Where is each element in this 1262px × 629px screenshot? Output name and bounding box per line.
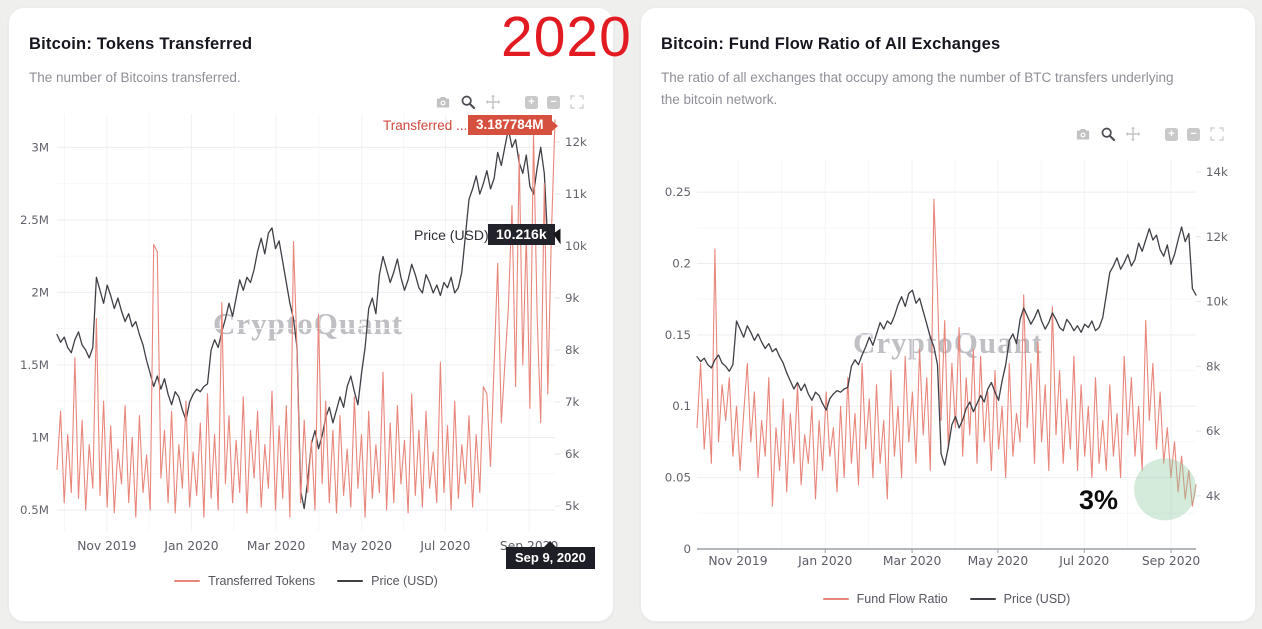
- y-axis-right-label: 11k: [565, 187, 587, 201]
- reset-axes-icon[interactable]: [1209, 126, 1225, 142]
- panel-subtitle: The ratio of all exchanges that occupy a…: [661, 70, 1174, 107]
- y-axis-right-label: 12k: [565, 135, 587, 149]
- legend-swatch: [174, 579, 201, 583]
- tokens-transferred-chart[interactable]: Nov 2019 Jan 2020 Mar 2020 May 2020 Jul 2020…: [9, 8, 613, 621]
- price-usd--line: [56, 128, 556, 510]
- fund-flow-ratio-line: [696, 198, 1197, 507]
- date-cursor-badge: Sep 9, 2020: [506, 541, 595, 569]
- x-axis-label: Jul 2020: [1058, 554, 1109, 568]
- y-axis-left-label: 0.2: [672, 256, 691, 270]
- transferred-tooltip-label: Transferred ...: [383, 118, 468, 133]
- zoom-out-button[interactable]: −: [547, 95, 560, 109]
- y-axis-right-label: 9k: [565, 291, 580, 305]
- tokens-transferred-panel: CryptoQuant Nov 2019 Jan 2020 Mar 2020 May …: [8, 7, 614, 622]
- y-axis-left-label: 1.5M: [20, 358, 49, 372]
- y-axis-right-label: 10k: [1206, 295, 1228, 309]
- x-axis-label: Jan 2020: [797, 554, 852, 568]
- pan-icon[interactable]: [485, 94, 501, 110]
- y-axis-left-label: 0.1: [672, 399, 691, 413]
- legend-item-fund-flow-ratio[interactable]: Fund Flow Ratio: [822, 592, 948, 606]
- legend-swatch: [822, 597, 849, 601]
- x-axis-label: May 2020: [331, 539, 392, 553]
- y-axis-right-label: 7k: [565, 395, 580, 409]
- panel-title: Bitcoin: Fund Flow Ratio of All Exchange…: [661, 35, 1001, 53]
- year-overlay: 2020: [501, 5, 632, 69]
- y-axis-right-label: 5k: [565, 499, 580, 513]
- x-axis-label: Nov 2019: [708, 554, 767, 568]
- price-tooltip-value: 10.216k: [488, 224, 568, 245]
- chart-toolbar: + −: [1075, 126, 1225, 142]
- y-axis-left-label: 0.15: [665, 328, 691, 342]
- y-axis-left-label: 2.5M: [20, 213, 49, 227]
- x-axis-label: Nov 2019: [77, 539, 136, 553]
- panel-title: Bitcoin: Tokens Transferred: [29, 35, 253, 53]
- price-tooltip-label: Price (USD): [414, 227, 489, 243]
- y-axis-right-label: 8k: [1206, 359, 1221, 373]
- legend-swatch: [337, 579, 364, 583]
- price-value-text: 10.216k: [496, 226, 547, 242]
- cryptoquant-watermark: CryptoQuant: [853, 325, 1044, 360]
- zoom-in-button[interactable]: +: [1165, 127, 1178, 141]
- fund-flow-ratio-chart[interactable]: Nov 2019 Jan 2020 Mar 2020 May 2020 Jul 2020…: [641, 8, 1255, 621]
- cryptoquant-watermark: CryptoQuant: [213, 306, 404, 341]
- y-axis-left-label: 3M: [31, 140, 49, 154]
- y-axis-left-label: 0.05: [665, 471, 691, 485]
- y-axis-right-label: 10k: [565, 239, 587, 253]
- legend-label: Price (USD): [1003, 592, 1071, 606]
- y-axis-left-label: 0: [683, 542, 691, 556]
- zoom-icon[interactable]: [1100, 126, 1116, 142]
- camera-icon[interactable]: [435, 94, 451, 110]
- highlight-circle: [1134, 458, 1197, 521]
- chart-legend: Transferred Tokens Price (USD): [57, 574, 555, 588]
- legend-label: Price (USD): [371, 574, 438, 588]
- price-usd--line: [696, 226, 1197, 466]
- y-axis-right-label: 6k: [565, 447, 580, 461]
- legend-swatch: [969, 597, 996, 601]
- y-axis-left-label: 0.5M: [20, 503, 49, 517]
- x-axis-label: May 2020: [968, 554, 1029, 568]
- y-axis-left-label: 0.25: [665, 185, 691, 199]
- x-axis-label: Mar 2020: [883, 554, 941, 568]
- legend-item-price-usd[interactable]: Price (USD): [337, 574, 438, 588]
- x-axis-label: Sep 2020: [1142, 554, 1200, 568]
- pan-icon[interactable]: [1125, 126, 1141, 142]
- zoom-icon[interactable]: [460, 94, 476, 110]
- badge-arrow-up: [544, 541, 556, 547]
- y-axis-right-label: 14k: [1206, 165, 1228, 179]
- transferred-tokens-line: [56, 119, 556, 518]
- three-percent-annotation: 3%: [1079, 485, 1119, 515]
- legend-label: Transferred Tokens: [208, 574, 316, 588]
- x-axis-label: Jul 2020: [419, 539, 470, 553]
- transferred-tooltip-value: 3.187784M: [468, 115, 558, 135]
- legend-item-price-usd[interactable]: Price (USD): [969, 592, 1071, 606]
- y-axis-left-label: 2M: [31, 285, 49, 299]
- y-axis-right-label: 12k: [1206, 230, 1228, 244]
- fund-flow-ratio-panel: CryptoQuant Nov 2019 Jan 2020 Mar 2020 May …: [640, 7, 1256, 622]
- x-axis-label: Mar 2020: [247, 539, 305, 553]
- reset-axes-icon[interactable]: [569, 94, 585, 110]
- legend-label: Fund Flow Ratio: [856, 592, 948, 606]
- y-axis-left-label: 1M: [31, 430, 49, 444]
- y-axis-right-label: 6k: [1206, 424, 1221, 438]
- y-axis-right-label: 4k: [1206, 489, 1221, 503]
- y-axis-right-label: 8k: [565, 343, 580, 357]
- camera-icon[interactable]: [1075, 126, 1091, 142]
- panel-subtitle: The number of Bitcoins transferred.: [29, 70, 241, 85]
- zoom-in-button[interactable]: +: [525, 95, 538, 109]
- transferred-value-text: 3.187784M: [476, 117, 544, 132]
- zoom-out-button[interactable]: −: [1187, 127, 1200, 141]
- date-text: Sep 9, 2020: [515, 550, 586, 565]
- chart-legend: Fund Flow Ratio Price (USD): [697, 592, 1196, 606]
- badge-pointer: [550, 120, 558, 132]
- x-axis-label: Jan 2020: [163, 539, 218, 553]
- chart-toolbar: + −: [435, 94, 585, 110]
- legend-item-transferred-tokens[interactable]: Transferred Tokens: [174, 574, 315, 588]
